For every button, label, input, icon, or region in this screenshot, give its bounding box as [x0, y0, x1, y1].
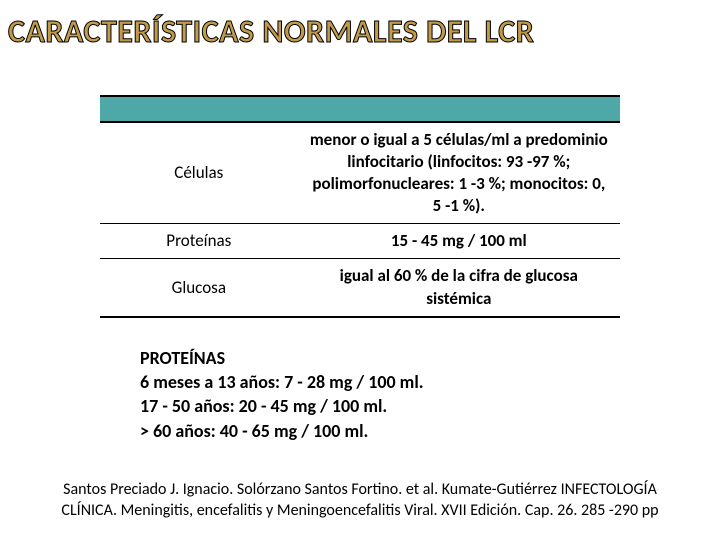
row-value: 15 - 45 mg / 100 ml — [298, 224, 620, 259]
proteins-line: > 60 años: 40 - 65 mg / 100 ml. — [140, 419, 720, 443]
lcr-table-container: Células menor o igual a 5 células/ml a p… — [100, 95, 620, 318]
lcr-table: Células menor o igual a 5 células/ml a p… — [100, 95, 620, 318]
row-value: menor o igual a 5 células/ml a predomini… — [298, 122, 620, 224]
row-label: Proteínas — [100, 224, 298, 259]
header-cell-right — [298, 96, 620, 122]
proteins-age-block: PROTEÍNAS 6 meses a 13 años: 7 - 28 mg /… — [140, 346, 720, 443]
citation-text: Santos Preciado J. Ignacio. Solórzano Sa… — [0, 480, 720, 522]
table-row: Células menor o igual a 5 células/ml a p… — [100, 122, 620, 224]
table-header-band — [100, 96, 620, 122]
proteins-line: 6 meses a 13 años: 7 - 28 mg / 100 ml. — [140, 370, 720, 394]
slide-title: CARACTERÍSTICAS NORMALES DEL LCR — [0, 0, 720, 55]
table-row: Glucosa igual al 60 % de la cifra de glu… — [100, 259, 620, 317]
header-cell-left — [100, 96, 298, 122]
row-label: Glucosa — [100, 259, 298, 317]
proteins-line: 17 - 50 años: 20 - 45 mg / 100 ml. — [140, 394, 720, 418]
proteins-heading: PROTEÍNAS — [140, 346, 720, 370]
row-value: igual al 60 % de la cifra de glucosa sis… — [298, 259, 620, 317]
table-row: Proteínas 15 - 45 mg / 100 ml — [100, 224, 620, 259]
row-label: Células — [100, 122, 298, 224]
